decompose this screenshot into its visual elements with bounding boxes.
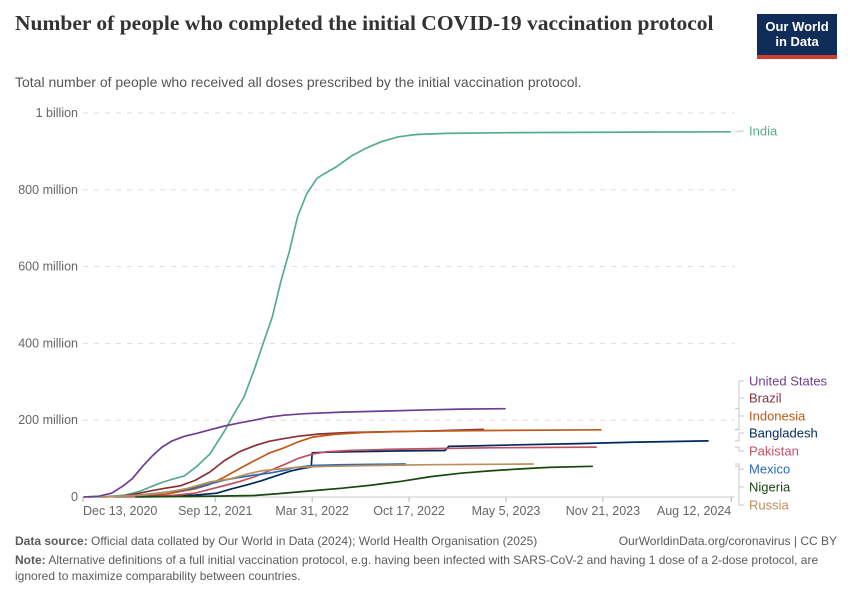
owid-logo-text-1: Our World <box>765 19 829 34</box>
legend-label-bangladesh[interactable]: Bangladesh <box>749 426 818 441</box>
series-line-indonesia[interactable] <box>106 428 602 498</box>
x-axis-tick-label: Mar 31, 2022 <box>275 504 349 518</box>
data-source-line: Data source: Official data collated by O… <box>15 534 537 548</box>
legend-label-indonesia[interactable]: Indonesia <box>749 409 806 424</box>
series-line-russia[interactable] <box>100 463 534 498</box>
series-line-brazil[interactable] <box>100 428 485 498</box>
legend-label-russia[interactable]: Russia <box>749 498 790 513</box>
data-source-label: Data source: <box>15 534 88 548</box>
legend-connector-russia <box>735 463 744 506</box>
x-axis-tick-label: Nov 21, 2023 <box>566 504 640 518</box>
x-axis-tick-label: Aug 12, 2024 <box>657 504 731 518</box>
x-axis-tick-label: Sep 12, 2021 <box>178 504 252 518</box>
legend-label-mexico[interactable]: Mexico <box>749 462 790 477</box>
data-source-text: Official data collated by Our World in D… <box>91 534 538 548</box>
series-line-india[interactable] <box>87 130 732 498</box>
legend-connector-bangladesh <box>735 432 744 442</box>
page-title: Number of people who completed the initi… <box>15 11 714 35</box>
note-text: Alternative definitions of a full initia… <box>15 553 819 583</box>
series-line-bangladesh[interactable] <box>113 440 709 498</box>
y-axis-tick-label: 600 million <box>18 260 78 274</box>
chart-subtitle: Total number of people who received all … <box>15 74 582 90</box>
y-axis-tick-label: 0 <box>71 490 78 504</box>
legend-label-pakistan[interactable]: Pakistan <box>749 444 799 459</box>
legend-connector-india <box>735 130 744 133</box>
legend-connector-pakistan <box>735 446 744 452</box>
series-line-united-states[interactable] <box>83 407 506 498</box>
legend-label-united-states[interactable]: United States <box>749 374 828 389</box>
attribution-link[interactable]: OurWorldinData.org/coronavirus | CC BY <box>618 534 837 548</box>
y-axis-tick-label: 200 million <box>18 413 78 427</box>
series-line-pakistan[interactable] <box>124 446 597 498</box>
series-line-mexico[interactable] <box>106 463 407 498</box>
chart-note: Note: Alternative definitions of a full … <box>15 553 825 584</box>
x-axis-tick-label: Oct 17, 2022 <box>373 504 445 518</box>
owid-logo-text-2: in Data <box>775 33 819 49</box>
x-axis-tick-label: Dec 13, 2020 <box>83 504 157 518</box>
legend-connector-united-states <box>735 380 744 410</box>
chart-footer: Data source: Official data collated by O… <box>15 534 837 584</box>
series-line-nigeria[interactable] <box>134 465 594 498</box>
owid-logo[interactable]: Our World in Data <box>757 14 837 59</box>
y-axis-tick-label: 400 million <box>18 336 78 350</box>
legend-label-india[interactable]: India <box>749 124 778 139</box>
note-label: Note: <box>15 553 46 567</box>
legend-label-brazil[interactable]: Brazil <box>749 391 782 406</box>
legend-label-nigeria[interactable]: Nigeria <box>749 480 791 495</box>
x-axis-tick-label: May 5, 2023 <box>472 504 541 518</box>
legend-connector-indonesia <box>735 415 744 431</box>
y-axis-tick-label: 800 million <box>18 183 78 197</box>
y-axis-tick-label: 1 billion <box>36 106 78 120</box>
